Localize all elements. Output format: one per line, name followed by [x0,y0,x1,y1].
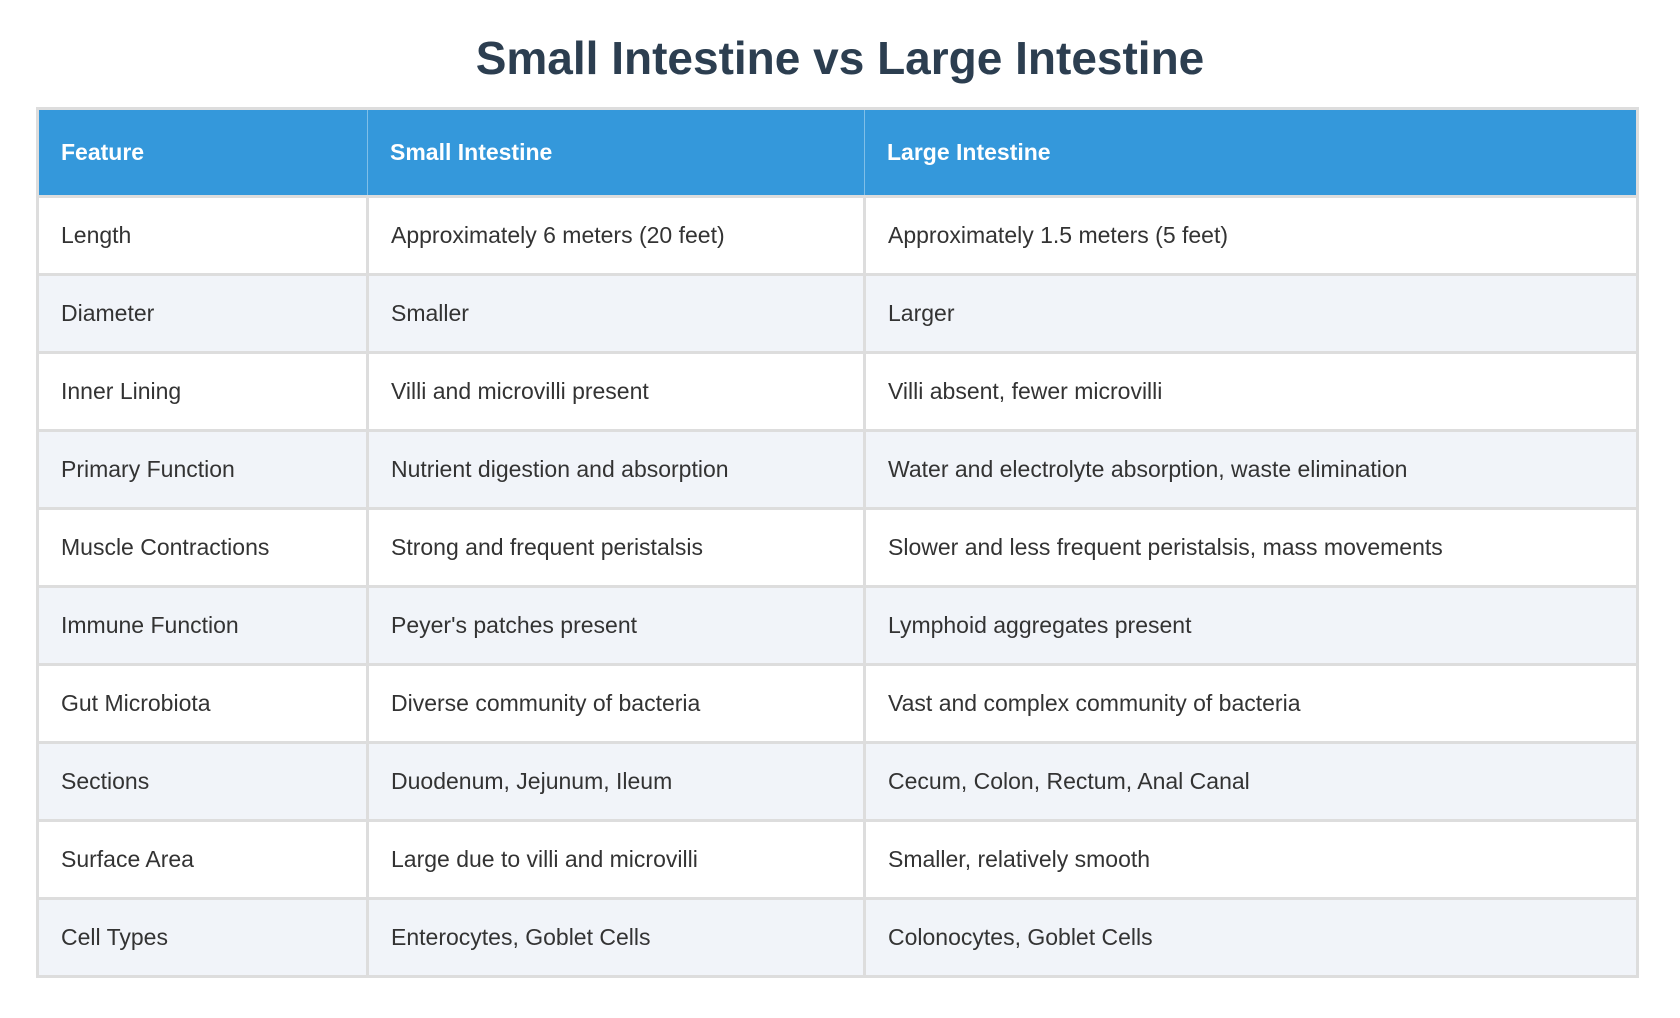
small-intestine-cell: Duodenum, Jejunum, Ileum [366,741,866,822]
small-intestine-cell: Approximately 6 meters (20 feet) [366,195,866,276]
feature-cell: Immune Function [36,585,369,666]
small-intestine-cell: Smaller [366,273,866,354]
large-intestine-cell: Villi absent, fewer microvilli [863,351,1639,432]
large-intestine-cell: Slower and less frequent peristalsis, ma… [863,507,1639,588]
comparison-table: Feature Small Intestine Large Intestine … [36,107,1639,978]
column-header-feature: Feature [37,108,368,197]
large-intestine-cell: Colonocytes, Goblet Cells [863,897,1639,978]
large-intestine-cell: Larger [863,273,1639,354]
header-row: Feature Small Intestine Large Intestine [37,108,1638,197]
feature-cell: Surface Area [36,819,369,900]
table-row: Surface Area Large due to villi and micro… [36,819,1639,900]
large-intestine-cell: Vast and complex community of bacteria [863,663,1639,744]
small-intestine-cell: Villi and microvilli present [366,351,866,432]
page-title: Small Intestine vs Large Intestine [475,32,1205,84]
large-intestine-cell: Lymphoid aggregates present [863,585,1639,666]
feature-cell: Gut Microbiota [36,663,369,744]
table-row: Muscle Contractions Strong and frequent p… [36,507,1639,588]
small-intestine-cell: Strong and frequent peristalsis [366,507,866,588]
small-intestine-cell: Large due to villi and microvilli [366,819,866,900]
large-intestine-cell: Cecum, Colon, Rectum, Anal Canal [863,741,1639,822]
small-intestine-cell: Peyer's patches present [366,585,866,666]
small-intestine-cell: Enterocytes, Goblet Cells [366,897,866,978]
large-intestine-cell: Water and electrolyte absorption, waste … [863,429,1639,510]
feature-cell: Length [36,195,369,276]
large-intestine-cell: Approximately 1.5 meters (5 feet) [863,195,1639,276]
feature-cell: Cell Types [36,897,369,978]
column-header-large-intestine: Large Intestine [864,108,1638,197]
feature-cell: Diameter [36,273,369,354]
column-header-small-intestine: Small Intestine [367,108,865,197]
table-row: Gut Microbiota Diverse community of bacte… [36,663,1639,744]
table-row: Inner Lining Villi and microvilli present… [36,351,1639,432]
feature-cell: Primary Function [36,429,369,510]
table-row: Sections Duodenum, Jejunum, Ileum Cecum, C… [36,741,1639,822]
table-row: Primary Function Nutrient digestion and a… [36,429,1639,510]
table-row: Immune Function Peyer's patches present Ly… [36,585,1639,666]
table-row: Length Approximately 6 meters (20 feet) Ap… [36,195,1639,276]
feature-cell: Muscle Contractions [36,507,369,588]
table-row: Cell Types Enterocytes, Goblet Cells Colon… [36,897,1639,978]
feature-cell: Inner Lining [36,351,369,432]
table-row: Diameter Smaller Larger [36,273,1639,354]
feature-cell: Sections [36,741,369,822]
small-intestine-cell: Diverse community of bacteria [366,663,866,744]
large-intestine-cell: Smaller, relatively smooth [863,819,1639,900]
small-intestine-cell: Nutrient digestion and absorption [366,429,866,510]
